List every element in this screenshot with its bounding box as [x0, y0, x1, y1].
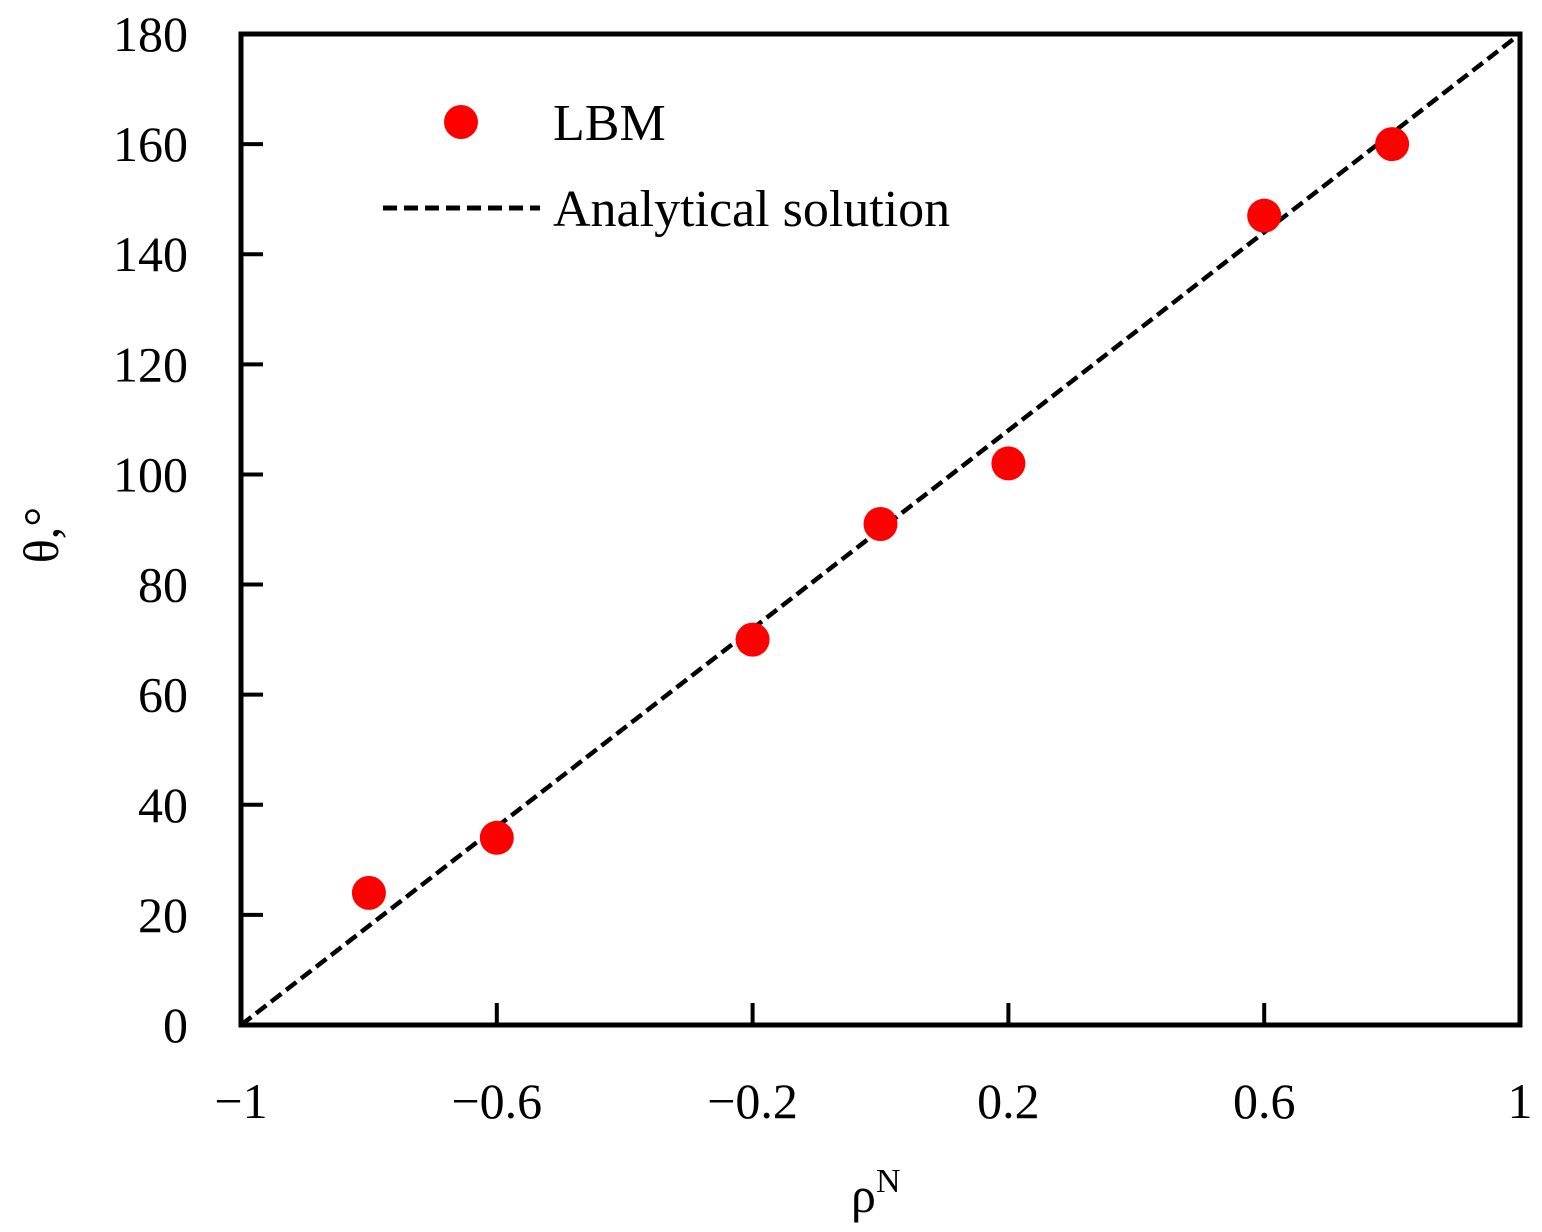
- y-axis-title: θ,°: [13, 507, 69, 563]
- y-tick-label: 60: [138, 667, 188, 723]
- x-tick-label: −0.2: [707, 1073, 798, 1129]
- legend-lbm-label: LBM: [553, 95, 666, 152]
- y-tick-label: 120: [113, 336, 188, 392]
- y-tick-label: 100: [113, 446, 188, 502]
- y-tick-label: 140: [113, 226, 188, 282]
- lbm-point: [863, 506, 898, 541]
- x-tick-label: −1: [214, 1073, 267, 1129]
- y-tick-label: 20: [138, 887, 188, 943]
- lbm-point: [991, 446, 1026, 481]
- y-tick-label: 80: [138, 557, 188, 613]
- x-tick-label: −0.6: [451, 1073, 542, 1129]
- y-tick-label: 180: [113, 6, 188, 62]
- x-tick-label: 0.6: [1233, 1073, 1296, 1129]
- x-tick-label: 0.2: [977, 1073, 1040, 1129]
- lbm-point: [351, 875, 386, 910]
- plot-frame: [238, 31, 1523, 1028]
- lbm-point: [1247, 198, 1282, 233]
- y-tick-label: 40: [138, 777, 188, 833]
- legend-analytical-label: Analytical solution: [553, 181, 950, 238]
- x-tick-label: 1: [1508, 1073, 1533, 1129]
- plot-area: 0 20 40 60 80 100 120 140 160 180 −1 −0.6 −0.2 0.2 0.6…: [113, 6, 1533, 1129]
- x-axis-title: ρN: [851, 1163, 901, 1223]
- lbm-point: [479, 820, 514, 855]
- x-axis-title-sup: N: [876, 1163, 901, 1200]
- legend-lbm-marker: [444, 105, 478, 139]
- lbm-point: [1375, 127, 1410, 162]
- lbm-point: [735, 622, 770, 657]
- y-tick-label: 0: [163, 997, 188, 1053]
- legend: LBM Analytical solution: [383, 95, 950, 238]
- x-axis-title-main: ρ: [851, 1167, 876, 1223]
- y-tick-label: 160: [113, 116, 188, 172]
